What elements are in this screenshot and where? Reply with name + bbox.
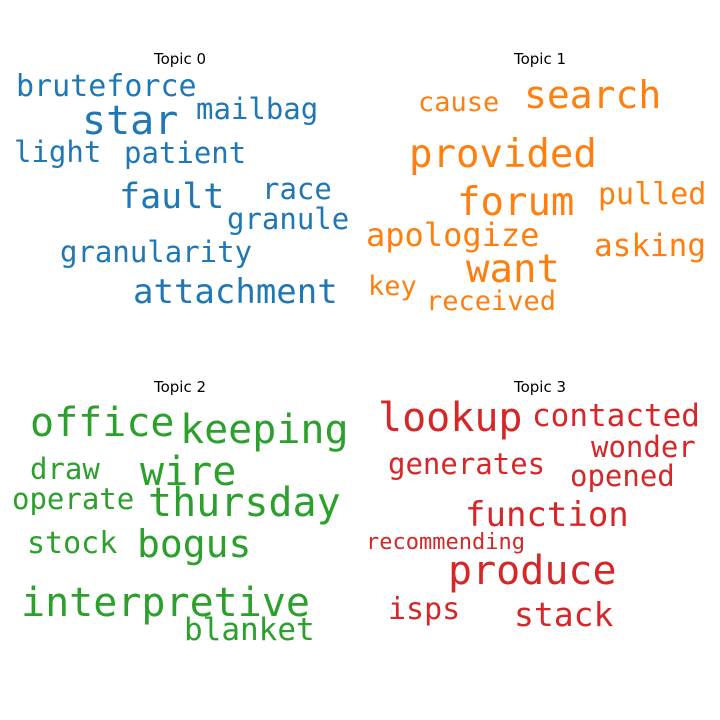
topic-0-panel: Topic 0 bruteforce star mailbag light pa… (0, 0, 360, 360)
word-fault: fault (119, 177, 225, 217)
word-draw: draw (30, 452, 100, 486)
word-lookup: lookup (378, 395, 523, 441)
word-bogus: bogus (137, 522, 252, 566)
word-bruteforce: bruteforce (16, 69, 197, 104)
word-opened: opened (570, 459, 675, 493)
topic-3-panel: Topic 3 lookup contacted wonder generate… (360, 328, 720, 688)
word-attachment: attachment (133, 272, 338, 312)
word-mailbag: mailbag (196, 92, 319, 126)
word-light: light (14, 135, 102, 169)
word-blanket: blanket (184, 612, 315, 648)
word-produce: produce (448, 548, 617, 594)
topic-1-title: Topic 1 (513, 50, 567, 68)
word-stock: stock (27, 526, 118, 561)
word-wonder: wonder (591, 430, 696, 464)
word-pulled: pulled (598, 177, 707, 212)
word-function: function (465, 495, 629, 535)
word-granularity: granularity (60, 235, 253, 269)
word-provided: provided (409, 132, 597, 177)
topic-1-panel: Topic 1 cause search provided pulled for… (360, 0, 720, 360)
word-apologize: apologize (366, 216, 540, 254)
word-granule: granule (227, 202, 350, 236)
word-operate: operate (12, 482, 135, 516)
topic-2-title: Topic 2 (153, 378, 207, 396)
word-isps: isps (388, 592, 461, 627)
word-office: office (30, 400, 175, 446)
word-received: received (426, 286, 557, 317)
word-search: search (524, 73, 662, 117)
word-asking: asking (594, 228, 706, 264)
topic-3-title: Topic 3 (513, 378, 567, 396)
word-keeping: keeping (180, 407, 349, 453)
word-stack: stack (514, 595, 614, 634)
word-race: race (262, 172, 332, 206)
word-generates: generates (388, 447, 546, 481)
word-patient: patient (124, 136, 247, 170)
word-interpretive: interpretive (21, 580, 310, 626)
word-want: want (466, 247, 560, 292)
word-recommending: recommending (366, 530, 525, 555)
topic-2-panel: Topic 2 office keeping draw wire operate… (0, 328, 360, 688)
word-cause: cause (418, 87, 500, 118)
word-forum: forum (457, 180, 575, 225)
word-star: star (82, 98, 179, 144)
word-contacted: contacted (532, 398, 700, 434)
word-thursday: thursday (148, 480, 341, 526)
word-wire: wire (140, 449, 237, 495)
word-key: key (368, 271, 417, 302)
topic-0-title: Topic 0 (153, 50, 207, 68)
